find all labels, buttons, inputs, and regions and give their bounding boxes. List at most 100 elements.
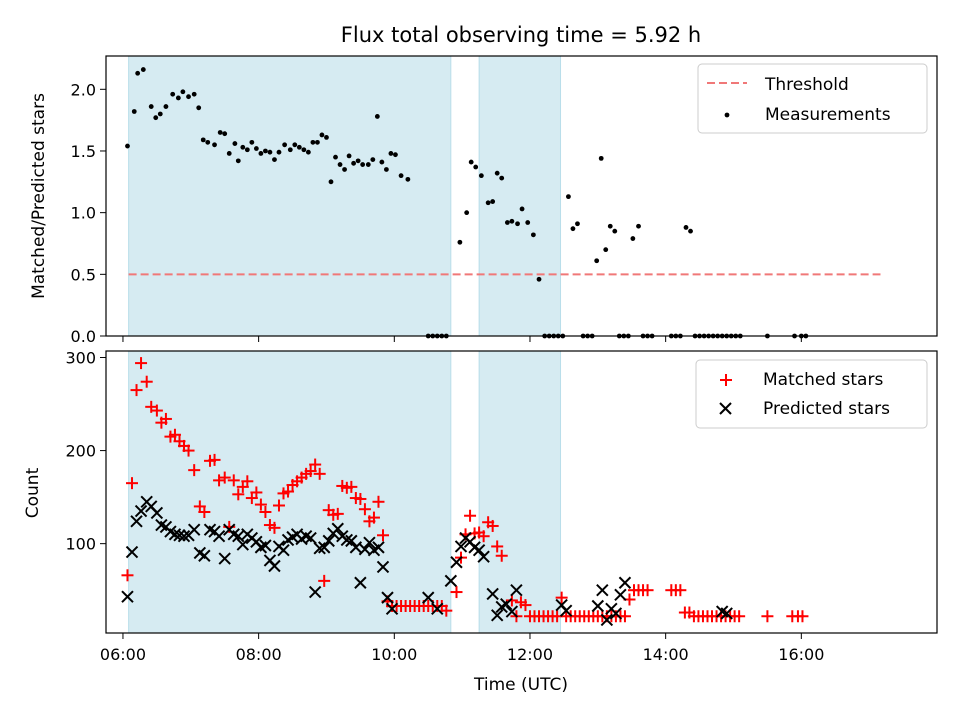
measurement-point bbox=[464, 210, 470, 216]
predicted-star-point bbox=[591, 599, 605, 613]
measurement-point bbox=[598, 155, 604, 161]
measurement-point bbox=[490, 199, 496, 204]
matched-star-point bbox=[345, 480, 358, 493]
measurement-point bbox=[305, 149, 311, 155]
chart-title: Flux total observing time = 5.92 h bbox=[341, 23, 701, 47]
measurement-point bbox=[536, 276, 542, 282]
measurement-point bbox=[276, 149, 282, 155]
measurement-point bbox=[205, 139, 211, 145]
matched-star-point bbox=[618, 610, 631, 623]
measurement-point bbox=[157, 111, 163, 117]
legend-predicted-swatch bbox=[719, 402, 732, 415]
top-subplot: 0.00.51.01.52.0 Matched/Predicted stars … bbox=[29, 55, 938, 346]
measurement-point bbox=[530, 232, 536, 238]
measurement-point bbox=[346, 153, 352, 159]
predicted-star-point bbox=[313, 542, 326, 555]
measurement-point bbox=[405, 176, 411, 182]
measurement-point bbox=[296, 144, 302, 150]
legend-predicted-label: Predicted stars bbox=[763, 399, 890, 419]
measurement-point bbox=[504, 220, 510, 225]
measurement-point bbox=[630, 236, 636, 241]
x-tick-label: 16:00 bbox=[778, 645, 824, 664]
predicted-star-point bbox=[505, 605, 519, 618]
top-y-tick-label: 0.5 bbox=[71, 265, 96, 284]
matched-star-point bbox=[121, 569, 134, 582]
matched-star-point bbox=[272, 499, 285, 512]
measurement-point bbox=[222, 131, 228, 137]
matched-star-point bbox=[135, 357, 148, 370]
measurement-point bbox=[135, 70, 141, 76]
predicted-star-point bbox=[372, 541, 385, 554]
bot-y-tick-label: 200 bbox=[65, 442, 96, 461]
matched-star-point bbox=[182, 444, 195, 457]
measurement-point bbox=[607, 223, 613, 229]
matched-star-point bbox=[491, 540, 504, 553]
matched-star-point bbox=[477, 530, 490, 543]
measurement-point bbox=[258, 151, 264, 156]
matched-star-point bbox=[486, 519, 499, 532]
matched-star-point bbox=[208, 453, 221, 466]
top-measurement-points bbox=[125, 67, 809, 339]
predicted-star-point bbox=[318, 541, 331, 554]
measurement-point bbox=[519, 206, 525, 212]
measurement-point bbox=[272, 157, 277, 163]
measurement-point bbox=[688, 228, 693, 234]
measurement-point bbox=[525, 220, 531, 225]
measurement-point bbox=[249, 139, 255, 145]
x-tick-label: 08:00 bbox=[236, 645, 282, 664]
top-shaded-interval-0 bbox=[128, 55, 452, 337]
bot-y-tick-label: 300 bbox=[65, 349, 96, 368]
matched-star-point bbox=[218, 471, 231, 484]
measurement-point bbox=[594, 258, 600, 264]
predicted-star-point bbox=[236, 538, 250, 551]
measurement-point bbox=[636, 223, 641, 229]
x-tick-label: 06:00 bbox=[100, 645, 146, 664]
bottom-legend-box bbox=[695, 359, 928, 429]
measurement-point bbox=[351, 160, 357, 166]
matched-star-point bbox=[313, 467, 326, 480]
matched-star-point bbox=[464, 509, 477, 522]
predicted-star-point bbox=[472, 543, 486, 557]
predicted-star-point bbox=[277, 543, 290, 557]
matched-star-point bbox=[377, 529, 389, 542]
top-x-axis-ticks bbox=[122, 336, 802, 342]
matched-star-point bbox=[241, 475, 254, 488]
matched-star-point bbox=[304, 465, 317, 478]
top-y-axis-label: Matched/Predicted stars bbox=[29, 93, 49, 299]
matched-star-point bbox=[761, 610, 774, 623]
matched-star-point bbox=[250, 486, 263, 499]
matched-star-point bbox=[150, 404, 163, 417]
top-shaded-regions bbox=[128, 55, 562, 337]
predicted-star-point bbox=[177, 530, 191, 543]
predicted-star-point bbox=[381, 591, 394, 604]
matched-star-point bbox=[358, 503, 371, 516]
measurement-point bbox=[388, 151, 394, 156]
x-tick-label: 14:00 bbox=[643, 645, 689, 664]
matched-star-point bbox=[495, 549, 508, 562]
legend-measurements-label: Measurements bbox=[765, 105, 891, 125]
predicted-star-point bbox=[198, 549, 211, 562]
predicted-star-point bbox=[559, 604, 573, 617]
matched-star-point bbox=[555, 591, 568, 604]
matched-star-point bbox=[318, 574, 331, 587]
measurement-point bbox=[468, 159, 474, 165]
measurement-point bbox=[337, 162, 343, 167]
matched-star-point bbox=[159, 412, 172, 425]
predicted-star-point bbox=[322, 534, 335, 548]
measurement-point bbox=[148, 104, 154, 109]
top-y-tick-label: 1.5 bbox=[71, 142, 96, 161]
measurement-point bbox=[235, 158, 241, 164]
matched-star-point bbox=[254, 498, 267, 511]
measurement-point bbox=[212, 142, 217, 148]
measurement-point bbox=[191, 91, 197, 97]
matched-star-point bbox=[505, 594, 518, 607]
predicted-star-point bbox=[486, 587, 499, 601]
matched-star-point bbox=[168, 428, 181, 441]
matched-star-point bbox=[641, 584, 654, 597]
predicted-star-point bbox=[340, 533, 354, 547]
matched-star-point bbox=[519, 599, 532, 612]
predicted-star-point bbox=[431, 602, 444, 616]
matched-star-point bbox=[140, 375, 153, 388]
matched-star-point bbox=[367, 511, 380, 524]
predicted-star-point bbox=[354, 576, 367, 589]
